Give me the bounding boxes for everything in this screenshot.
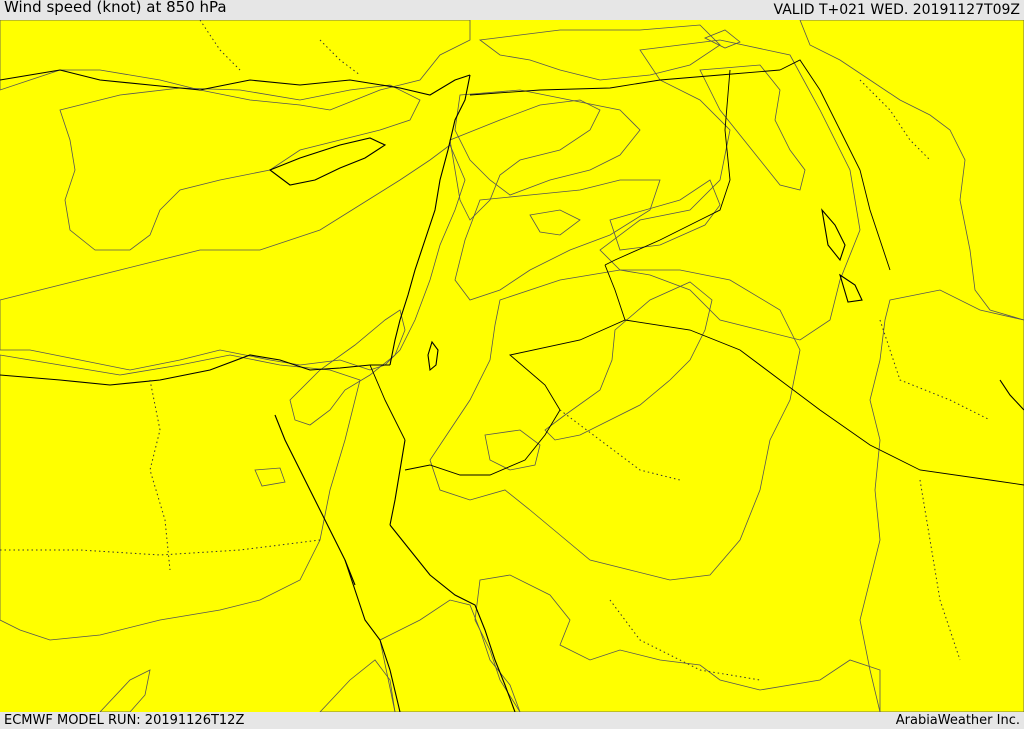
- coast-red-sea-west: [344, 559, 401, 712]
- header-bar: Wind speed (knot) at 850 hPa VALID T+021…: [0, 0, 1024, 20]
- borders: [369, 59, 1024, 486]
- valid-time: VALID T+021 WED. 20191127T09Z: [773, 2, 1020, 18]
- orange-egypt: [0, 354, 361, 641]
- border-iraq-iran: [779, 59, 891, 271]
- coast-persian-gulf: [999, 379, 1024, 411]
- coast-red-sea-east: [389, 524, 516, 712]
- dark-orange-jordan: [484, 429, 541, 471]
- coast-levant: [389, 74, 471, 366]
- water-red-sea-south: [379, 599, 521, 712]
- orange-levant: [449, 99, 601, 221]
- band-25-30-regions: [704, 29, 741, 49]
- core-iraq: [704, 29, 741, 49]
- light-jordan-west: [454, 89, 641, 196]
- admin-lines: [0, 20, 991, 681]
- dark-orange-syria: [529, 209, 581, 236]
- water-aegean: [59, 84, 421, 251]
- band-10-15-base: [0, 20, 1024, 712]
- model-run-label: ECMWF MODEL RUN: 20191126T12Z: [4, 713, 245, 728]
- dark-orange-egypt: [254, 467, 286, 487]
- light-arabia-south: [474, 574, 881, 712]
- dark-orange-arabia: [544, 281, 713, 441]
- light-syria-east: [609, 179, 721, 251]
- band-15-20-regions: [0, 39, 861, 641]
- no-data-regions: [59, 84, 521, 712]
- coast-cyprus: [268, 137, 387, 186]
- light-east-lower: [859, 289, 1024, 712]
- coast-lake-tharthar: [821, 208, 846, 262]
- coast-egypt-north: [0, 354, 390, 386]
- orange-mediterranean: [0, 144, 466, 371]
- coast-dead-sea: [427, 340, 439, 372]
- orange-east: [599, 39, 861, 341]
- light-east-upper: [799, 20, 1024, 321]
- border-saudi-iraq: [624, 319, 1024, 486]
- orange-syria-mid: [454, 179, 661, 301]
- map-title: Wind speed (knot) at 850 hPa: [4, 0, 227, 16]
- coast-turkey-south: [0, 69, 471, 96]
- light-north: [478, 24, 721, 81]
- coast-lake-iraq: [839, 273, 863, 303]
- brand-label: ArabiaWeather Inc.: [895, 713, 1020, 728]
- light-egypt-south: [319, 659, 396, 712]
- border-egypt-israel: [369, 364, 406, 441]
- dark-orange-sinai: [289, 309, 406, 426]
- light-libya-south: [99, 669, 151, 712]
- footer-bar: ECMWF MODEL RUN: 20191126T12Z ArabiaWeat…: [0, 712, 1024, 729]
- dark-orange-iraq: [699, 64, 806, 191]
- border-syria-iraq: [604, 69, 731, 266]
- coastlines: [0, 69, 1024, 712]
- wind-speed-map: [0, 20, 1024, 712]
- orange-jordan-arabia: [429, 269, 801, 581]
- band-20-25-regions: [254, 64, 806, 487]
- coast-gulf-aqaba: [389, 439, 406, 526]
- light-turkey: [0, 20, 471, 111]
- band-0-10-regions: [0, 20, 1024, 712]
